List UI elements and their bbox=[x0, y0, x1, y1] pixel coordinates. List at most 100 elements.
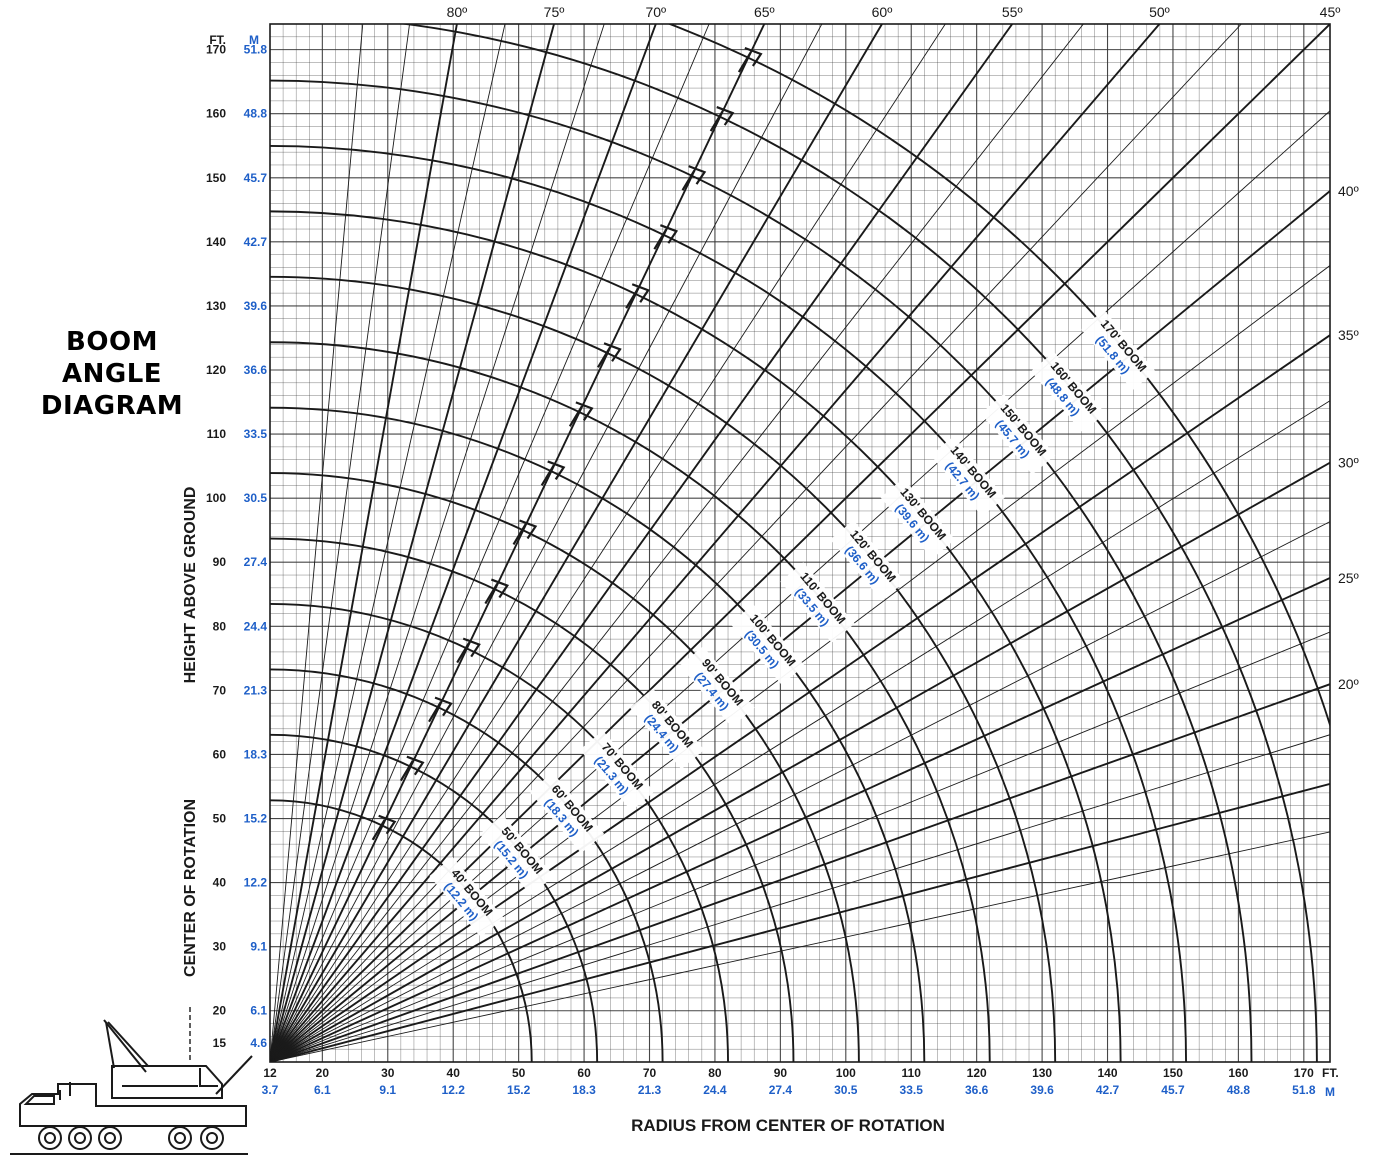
x-tick-m: 12.2 bbox=[442, 1083, 466, 1097]
boom-tip-marker bbox=[709, 106, 735, 132]
boom-label-bg bbox=[479, 814, 554, 896]
boom-arc-150 bbox=[270, 79, 1253, 1062]
y-unit-m: M bbox=[249, 33, 259, 47]
boom-label-bg bbox=[830, 520, 905, 601]
y-unit-ft: FT. bbox=[209, 33, 226, 47]
angle-label-30: 30º bbox=[1338, 455, 1359, 471]
x-tick-ft: 12 bbox=[263, 1066, 277, 1080]
angle-label-70: 70º bbox=[645, 4, 666, 20]
boom-label-bg bbox=[680, 646, 755, 727]
x-tick-ft: 170 bbox=[1294, 1066, 1314, 1080]
boom-arc-170 bbox=[666, 24, 1330, 729]
x-tick-m: 42.7 bbox=[1096, 1083, 1120, 1097]
angle-line-minor bbox=[270, 521, 1330, 1062]
angle-label-45: 45º bbox=[1320, 4, 1341, 20]
x-tick-ft: 50 bbox=[512, 1066, 526, 1080]
y-tick-ft: 15 bbox=[213, 1036, 227, 1050]
boom-tip-marker bbox=[568, 401, 594, 427]
angle-line-minor bbox=[270, 24, 823, 1062]
boom-label-bg bbox=[780, 562, 855, 643]
angle-labels: 80º 75º 70º 65º 60º 55º 50º 45º 40º 35º 30º 25º 20º bbox=[447, 4, 1359, 692]
axes: 12 3.7 20 6.1 30 9.1 40 12.2 50 15.2 60 18.3 70 21.3 8… bbox=[206, 43, 1316, 1097]
boom-label-bg bbox=[429, 856, 504, 938]
angle-line-25 bbox=[270, 577, 1330, 1062]
boom-label-bg bbox=[529, 772, 605, 854]
x-tick-m: 21.3 bbox=[638, 1083, 662, 1097]
angle-label-25: 25º bbox=[1338, 570, 1359, 586]
x-tick-ft: 80 bbox=[708, 1066, 722, 1080]
chart-title: BOOM ANGLE DIAGRAM bbox=[22, 326, 202, 422]
y-tick-m: 45.7 bbox=[244, 171, 268, 185]
y-tick-m: 30.5 bbox=[244, 491, 268, 505]
x-tick-m: 39.6 bbox=[1030, 1083, 1054, 1097]
x-tick-m: 36.6 bbox=[965, 1083, 989, 1097]
x-tick-ft: 60 bbox=[577, 1066, 591, 1080]
y-tick-m: 36.6 bbox=[244, 363, 268, 377]
y-tick-ft: 150 bbox=[206, 171, 226, 185]
boom-tip-marker bbox=[625, 283, 650, 309]
y-tick-ft: 130 bbox=[206, 299, 226, 313]
angle-line-minor bbox=[270, 400, 1330, 1062]
x-tick-m: 27.4 bbox=[769, 1083, 793, 1097]
boom-arc-160 bbox=[398, 24, 1318, 1062]
x-unit-m: M bbox=[1325, 1085, 1335, 1099]
y-tick-ft: 160 bbox=[206, 107, 226, 121]
angle-line-minor bbox=[270, 24, 364, 1062]
boom-tip-markers bbox=[371, 46, 763, 841]
y-tick-m: 15.2 bbox=[244, 812, 268, 826]
x-tick-ft: 70 bbox=[643, 1066, 657, 1080]
y-tick-m: 48.8 bbox=[244, 107, 268, 121]
y-tick-m: 51.8 bbox=[244, 43, 268, 57]
y-tick-ft: 100 bbox=[206, 491, 226, 505]
x-tick-ft: 40 bbox=[447, 1066, 461, 1080]
y-tick-ft: 70 bbox=[213, 683, 227, 697]
angle-line-minor bbox=[270, 24, 605, 1062]
x-tick-m: 3.7 bbox=[262, 1083, 279, 1097]
angle-line-20 bbox=[270, 683, 1330, 1062]
x-tick-ft: 90 bbox=[774, 1066, 788, 1080]
x-axis-title: RADIUS FROM CENTER OF ROTATION bbox=[631, 1116, 945, 1135]
x-tick-m: 45.7 bbox=[1161, 1083, 1185, 1097]
angle-label-40: 40º bbox=[1338, 183, 1359, 199]
y-tick-m: 21.3 bbox=[244, 683, 268, 697]
y-tick-m: 24.4 bbox=[244, 619, 268, 633]
title-line-1: BOOM bbox=[66, 327, 158, 357]
boom-tip-marker bbox=[512, 519, 538, 546]
boom-label-130: 130' BOOM(39.6 m) bbox=[880, 478, 955, 559]
y-tick-ft: 80 bbox=[213, 619, 227, 633]
boom-tip-marker bbox=[428, 696, 453, 723]
angle-line-50 bbox=[270, 24, 1161, 1062]
boom-arc-110 bbox=[270, 341, 991, 1062]
y-tick-ft: 90 bbox=[213, 555, 227, 569]
boom-angle-series bbox=[270, 24, 1330, 1062]
boom-label-bg bbox=[629, 688, 705, 770]
angle-line-minor bbox=[270, 631, 1330, 1062]
boom-label-bg bbox=[1081, 309, 1156, 391]
boom-arc-90 bbox=[270, 472, 860, 1062]
y-tick-m: 6.1 bbox=[250, 1004, 267, 1018]
boom-label-120: 120' BOOM(36.6 m) bbox=[830, 520, 905, 601]
angle-label-35: 35º bbox=[1338, 327, 1359, 343]
boom-label-170: 170' BOOM(51.8 m) bbox=[1081, 309, 1156, 391]
angle-label-20: 20º bbox=[1338, 676, 1359, 692]
angle-line-60 bbox=[270, 24, 883, 1062]
x-tick-m: 9.1 bbox=[379, 1083, 396, 1097]
boom-label-60: 60' BOOM(18.3 m) bbox=[529, 772, 605, 854]
y-tick-m: 12.2 bbox=[244, 876, 268, 890]
y-tick-m: 42.7 bbox=[244, 235, 268, 249]
angle-line-55 bbox=[270, 24, 1013, 1062]
x-tick-ft: 120 bbox=[967, 1066, 987, 1080]
boom-tip-marker bbox=[540, 460, 566, 486]
boom-label-bg bbox=[730, 604, 805, 685]
x-tick-ft: 130 bbox=[1032, 1066, 1052, 1080]
boom-tip-marker bbox=[597, 342, 622, 368]
x-unit-ft: FT. bbox=[1322, 1066, 1339, 1080]
y-tick-ft: 120 bbox=[206, 363, 226, 377]
angle-label-80: 80º bbox=[447, 4, 468, 20]
boom-arc-130 bbox=[270, 210, 1122, 1062]
boom-tip-marker bbox=[484, 578, 510, 605]
angle-line-40 bbox=[270, 190, 1330, 1062]
boom-tip-marker bbox=[399, 755, 425, 782]
angle-line-minor bbox=[270, 24, 946, 1062]
boom-tip-marker bbox=[456, 637, 481, 664]
